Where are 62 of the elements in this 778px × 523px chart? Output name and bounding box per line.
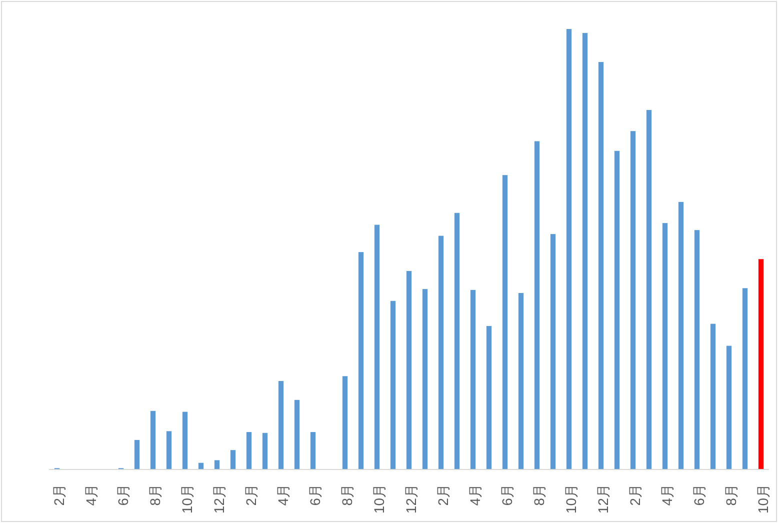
bar xyxy=(342,376,348,469)
bar xyxy=(694,230,700,469)
bar xyxy=(550,234,556,469)
bar xyxy=(390,300,396,469)
bar xyxy=(534,141,540,469)
x-tick-label: 4月 xyxy=(275,484,291,506)
x-tick-label: 8月 xyxy=(723,484,739,506)
bar xyxy=(726,346,732,469)
bar xyxy=(278,381,284,469)
x-tick-label: 4月 xyxy=(467,484,483,506)
bar xyxy=(710,324,716,469)
bar xyxy=(566,29,572,469)
bar xyxy=(758,259,764,469)
bar xyxy=(246,432,252,469)
bar xyxy=(198,462,204,469)
bar xyxy=(438,236,444,469)
x-tick-label: 8月 xyxy=(339,484,355,506)
bar xyxy=(742,288,748,469)
x-tick-label: 12月 xyxy=(211,484,227,514)
bar xyxy=(454,212,460,469)
x-tick-label: 6月 xyxy=(115,484,131,506)
bar xyxy=(166,431,172,469)
bar xyxy=(582,32,588,469)
x-tick-label: 8月 xyxy=(531,484,547,506)
bar xyxy=(230,450,236,469)
x-tick-label: 10月 xyxy=(755,484,771,514)
bar xyxy=(678,202,684,469)
x-tick-label: 10月 xyxy=(371,484,387,514)
x-tick-label: 6月 xyxy=(307,484,323,506)
bar xyxy=(214,460,220,469)
x-tick-label: 10月 xyxy=(563,484,579,514)
x-tick-label: 4月 xyxy=(83,484,99,506)
x-tick-label: 2月 xyxy=(51,484,67,506)
bar xyxy=(294,400,300,469)
x-tick-label: 2月 xyxy=(627,484,643,506)
x-tick-label: 4月 xyxy=(659,484,675,506)
bar xyxy=(598,62,604,469)
x-tick-label: 12月 xyxy=(595,484,611,514)
x-tick-label: 2月 xyxy=(243,484,259,506)
bar xyxy=(614,150,620,469)
bar xyxy=(406,271,412,469)
bar xyxy=(182,412,188,469)
bar xyxy=(358,252,364,469)
bar xyxy=(630,131,636,469)
bar xyxy=(486,326,492,469)
x-tick-label: 2月 xyxy=(435,484,451,506)
x-tick-label: 6月 xyxy=(691,484,707,506)
bar xyxy=(518,293,524,469)
bar xyxy=(134,440,140,469)
bar xyxy=(646,110,652,469)
bar xyxy=(310,432,316,469)
x-tick-label: 10月 xyxy=(179,484,195,514)
bar xyxy=(150,410,156,469)
bar xyxy=(502,175,508,469)
x-tick-label: 6月 xyxy=(499,484,515,506)
x-tick-label: 12月 xyxy=(403,484,419,514)
x-tick-label: 8月 xyxy=(147,484,163,506)
bar xyxy=(374,224,380,469)
bar xyxy=(422,289,428,469)
bar xyxy=(470,290,476,469)
bar xyxy=(262,432,268,469)
bar xyxy=(662,223,668,469)
